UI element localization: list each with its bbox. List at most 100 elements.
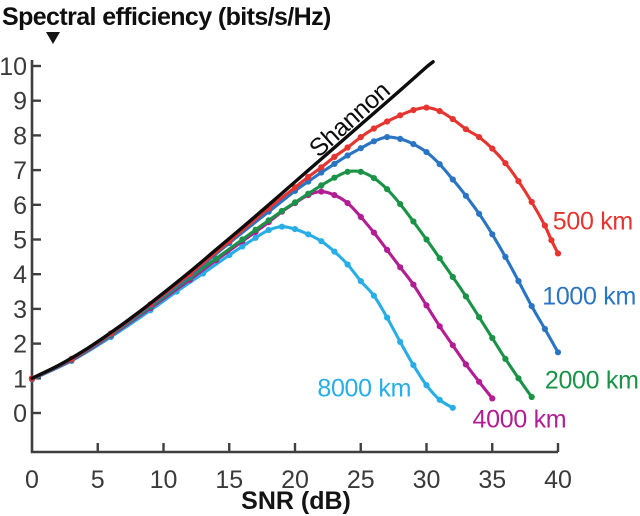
marker-8000km	[384, 314, 391, 321]
marker-1000km	[331, 160, 338, 167]
series-label-1000km: 1000 km	[542, 282, 637, 311]
marker-2000km	[344, 168, 351, 175]
marker-500km	[449, 116, 456, 123]
x-tick-label: 25	[347, 466, 375, 494]
y-tick-label: 1	[13, 365, 27, 393]
marker-500km	[502, 160, 509, 167]
marker-2000km	[462, 293, 469, 300]
x-tick-label: 35	[478, 466, 506, 494]
marker-4000km	[436, 323, 443, 330]
marker-500km	[410, 107, 417, 114]
marker-4000km	[357, 213, 364, 220]
marker-1000km	[462, 192, 469, 199]
marker-2000km	[331, 174, 338, 181]
marker-2000km	[423, 236, 430, 243]
marker-1000km	[357, 145, 364, 152]
marker-2000km	[397, 201, 404, 208]
y-tick-label: 5	[13, 227, 27, 255]
marker-4000km	[489, 395, 496, 402]
marker-4000km	[476, 378, 483, 385]
marker-4000km	[344, 200, 351, 207]
marker-4000km	[449, 342, 456, 349]
marker-2000km	[489, 334, 496, 342]
marker-8000km	[344, 261, 351, 268]
marker-4000km	[331, 192, 338, 199]
marker-1000km	[370, 138, 377, 145]
marker-8000km	[265, 227, 272, 234]
axes	[30, 60, 558, 454]
marker-8000km	[410, 362, 417, 369]
marker-1000km	[554, 349, 562, 356]
marker-4000km	[423, 302, 430, 309]
marker-8000km	[436, 396, 443, 403]
marker-8000km	[252, 234, 259, 241]
marker-500km	[462, 126, 469, 133]
marker-8000km	[331, 248, 338, 255]
marker-1000km	[384, 134, 391, 141]
marker-2000km	[410, 218, 417, 225]
marker-500km	[344, 144, 351, 151]
marker-2000km	[370, 175, 377, 182]
marker-2000km	[476, 314, 483, 321]
curve-4000km	[30, 190, 494, 400]
chart-title: Spectral efficiency (bits/s/Hz)	[2, 3, 331, 31]
marker-2000km	[252, 226, 259, 233]
marker-8000km	[423, 382, 430, 389]
marker-2000km	[449, 273, 456, 281]
marker-1000km	[476, 210, 483, 217]
marker-4000km	[318, 188, 325, 195]
marker-2000km	[502, 355, 509, 362]
x-tick-label: 30	[413, 466, 441, 494]
marker-500km	[305, 173, 312, 181]
marker-2000km	[318, 182, 325, 189]
marker-500km	[489, 145, 496, 152]
marker-500km	[397, 112, 404, 119]
marker-1000km	[449, 176, 456, 183]
marker-4000km	[384, 246, 391, 253]
marker-500km	[291, 184, 299, 191]
series-label-2000km: 2000 km	[544, 366, 639, 395]
marker-500km	[476, 134, 483, 141]
y-axis-pointer-arrow-icon	[46, 32, 60, 44]
series-label-4000km: 4000 km	[472, 405, 567, 434]
marker-2000km	[528, 393, 535, 401]
marker-500km	[370, 125, 377, 132]
marker-500km	[541, 222, 549, 229]
y-tick-label: 9	[13, 88, 27, 116]
marker-4000km	[410, 281, 417, 288]
marker-2000km	[239, 236, 246, 243]
x-tick-label: 0	[25, 466, 39, 494]
marker-1000km	[318, 169, 325, 176]
y-tick-label: 4	[13, 261, 27, 289]
marker-4000km	[397, 264, 404, 271]
marker-1000km	[344, 152, 351, 159]
y-tick-label: 10	[0, 53, 27, 81]
marker-8000km	[318, 238, 325, 245]
curve-shannon	[30, 60, 435, 380]
marker-8000km	[291, 226, 299, 233]
marker-1000km	[436, 161, 443, 168]
marker-500km	[331, 153, 338, 160]
curve-1000km	[30, 135, 560, 380]
x-axis-label: SNR (dB)	[241, 487, 351, 515]
marker-500km	[515, 178, 522, 185]
marker-1000km	[423, 149, 430, 156]
x-tick-label: 10	[150, 466, 178, 494]
marker-2000km	[357, 168, 364, 175]
marker-8000km	[449, 404, 456, 411]
marker-2000km	[291, 199, 299, 206]
marker-1000km	[502, 253, 509, 260]
marker-8000km	[239, 243, 246, 250]
series-label-8000km: 8000 km	[317, 374, 412, 403]
y-tick-label: 7	[13, 157, 27, 185]
marker-8000km	[370, 292, 377, 299]
marker-8000km	[397, 338, 404, 345]
marker-1000km	[397, 135, 404, 142]
marker-500km	[548, 237, 555, 244]
y-tick-label: 6	[13, 192, 27, 220]
marker-8000km	[305, 231, 312, 238]
marker-2000km	[384, 186, 391, 193]
curve-2000km	[30, 169, 534, 399]
